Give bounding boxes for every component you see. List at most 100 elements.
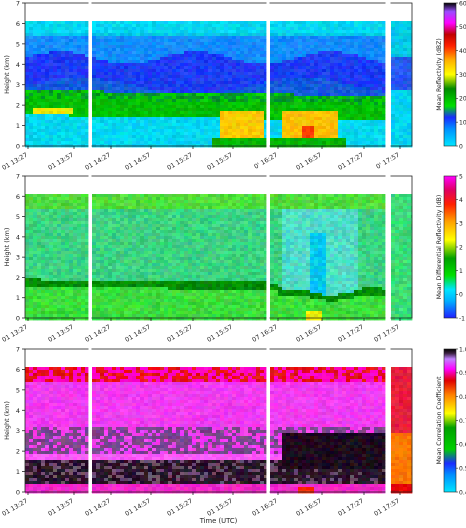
heatmap-cell: [248, 81, 253, 85]
heatmap-cell: [61, 257, 66, 261]
heatmap-cell: [220, 30, 225, 34]
heatmap-cell: [252, 33, 257, 37]
heatmap-cell: [41, 135, 46, 139]
heatmap-cell: [302, 141, 307, 145]
heatmap-cell: [188, 105, 193, 109]
heatmap-cell: [96, 203, 101, 207]
heatmap-cell: [298, 96, 303, 100]
heatmap-cell: [370, 126, 375, 130]
heatmap-cell: [403, 84, 408, 88]
heatmap-cell: [252, 99, 257, 103]
heatmap-cell: [334, 99, 339, 103]
heatmap-cell: [116, 224, 121, 228]
heatmap-cell: [176, 21, 181, 25]
heatmap-cell: [25, 296, 30, 300]
heatmap-cell: [370, 123, 375, 127]
heatmap-cell: [240, 69, 245, 73]
heatmap-cell: [29, 93, 34, 97]
heatmap-cell: [100, 254, 105, 258]
heatmap-cell: [204, 114, 209, 118]
heatmap-cell: [77, 275, 82, 279]
heatmap-cell: [148, 72, 153, 76]
heatmap-cell: [188, 66, 193, 70]
heatmap-cell: [342, 87, 347, 91]
heatmap-cell: [168, 99, 173, 103]
heatmap-cell: [208, 135, 213, 139]
heatmap-cell: [104, 218, 109, 222]
heatmap-cell: [33, 141, 38, 145]
heatmap-cell: [92, 227, 97, 231]
heatmap-cell: [108, 200, 113, 204]
heatmap-cell: [403, 75, 408, 79]
heatmap-cell: [112, 254, 117, 258]
heatmap-cell: [318, 54, 323, 58]
heatmap-cell: [322, 111, 327, 115]
heatmap-cell: [53, 314, 58, 318]
heatmap-cell: [116, 218, 121, 222]
heatmap-cell: [41, 305, 46, 309]
heatmap-cell: [310, 48, 315, 52]
heatmap-cell: [322, 87, 327, 91]
heatmap-cell: [391, 60, 396, 64]
heatmap-cell: [346, 117, 351, 121]
heatmap-cell: [362, 51, 367, 55]
heatmap-cell: [108, 257, 113, 261]
heatmap-cell: [290, 72, 295, 76]
heatmap-cell: [69, 215, 74, 219]
heatmap-cell: [338, 111, 343, 115]
heatmap-cell: [260, 99, 265, 103]
heatmap-cell: [264, 117, 267, 121]
heatmap-cell: [224, 78, 229, 82]
heatmap-cell: [124, 75, 129, 79]
heatmap-cell: [395, 63, 400, 67]
heatmap-cell: [326, 27, 331, 31]
heatmap-cell: [220, 24, 225, 28]
heatmap-cell: [374, 87, 379, 91]
heatmap-cell: [399, 30, 404, 34]
heatmap-cell: [69, 305, 74, 309]
heatmap-cell: [37, 114, 42, 118]
heatmap-cell: [132, 93, 137, 97]
heatmap-cell: [270, 84, 275, 88]
heatmap-cell: [326, 138, 331, 142]
heatmap-cell: [124, 57, 129, 61]
heatmap-cell: [264, 72, 267, 76]
heatmap-cell: [112, 120, 117, 124]
heatmap-cell: [96, 209, 101, 213]
heatmap-cell: [212, 126, 217, 130]
heatmap-cell: [92, 51, 97, 55]
heatmap-cell: [77, 305, 82, 309]
heatmap-cell: [136, 99, 141, 103]
heatmap-cell: [49, 290, 54, 294]
heatmap-cell: [358, 24, 363, 28]
heatmap-cell: [41, 275, 46, 279]
heatmap-cell: [156, 75, 161, 79]
heatmap-cell: [294, 96, 299, 100]
heatmap-cell: [391, 105, 396, 109]
heatmap-cell: [184, 21, 189, 25]
heatmap-cell: [334, 45, 339, 49]
heatmap-cell: [374, 69, 379, 73]
heatmap-cell: [220, 135, 225, 139]
heatmap-cell: [120, 141, 125, 145]
heatmap-cell: [69, 233, 74, 237]
heatmap-cell: [334, 141, 339, 145]
heatmap-cell: [342, 78, 347, 82]
heatmap-cell: [29, 299, 34, 303]
heatmap-cell: [116, 99, 121, 103]
heatmap-cell: [286, 72, 291, 76]
heatmap-cell: [37, 263, 42, 267]
heatmap-cell: [248, 135, 253, 139]
heatmap-cell: [156, 60, 161, 64]
heatmap-cell: [37, 254, 42, 258]
heatmap-cell: [57, 263, 62, 267]
heatmap-cell: [116, 93, 121, 97]
heatmap-cell: [61, 212, 66, 216]
heatmap-cell: [370, 42, 375, 46]
heatmap-cell: [61, 263, 66, 267]
heatmap-cell: [278, 51, 283, 55]
heatmap-cell: [148, 27, 153, 31]
heatmap-cell: [69, 78, 74, 82]
heatmap-cell: [164, 132, 169, 136]
heatmap-cell: [326, 69, 331, 73]
